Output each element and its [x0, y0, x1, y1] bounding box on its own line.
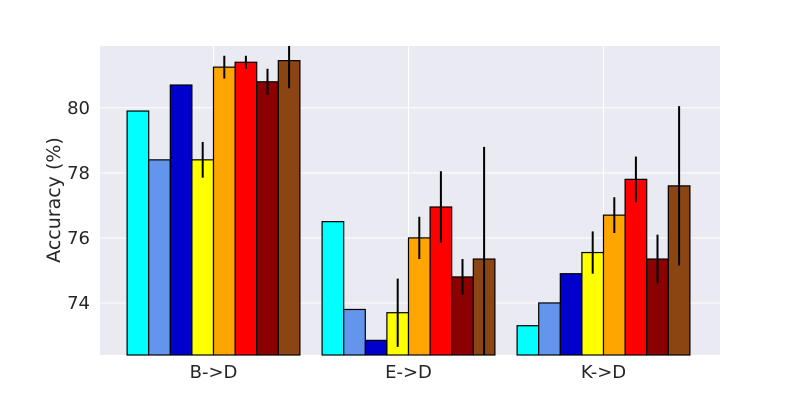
bar	[343, 308, 366, 356]
x-tick-labels: B->D E->D K->D	[190, 362, 627, 383]
y-tick-label: 76	[67, 228, 90, 249]
bar	[516, 325, 540, 356]
bar	[126, 110, 150, 356]
bar	[234, 61, 258, 356]
bars	[126, 60, 691, 356]
x-tick-label: E->D	[385, 362, 432, 383]
y-tick-label: 80	[67, 98, 90, 119]
y-axis-label: Accuracy (%)	[43, 137, 65, 263]
bar	[364, 339, 388, 356]
bar	[148, 159, 171, 356]
bar	[256, 81, 279, 356]
x-tick-label: B->D	[190, 362, 238, 383]
bar	[624, 178, 648, 356]
x-tick-label: K->D	[581, 362, 626, 383]
bar	[169, 84, 193, 356]
error-bars	[201, 46, 681, 355]
bar	[191, 159, 215, 356]
bar	[559, 273, 583, 356]
y-tick-labels: 74 76 78 80	[67, 98, 90, 314]
bar	[212, 66, 236, 356]
y-tick-label: 78	[67, 163, 90, 184]
bar	[602, 214, 626, 356]
bar	[277, 60, 301, 356]
y-tick-label: 74	[67, 293, 90, 314]
bar	[538, 302, 561, 356]
bar	[321, 221, 345, 356]
